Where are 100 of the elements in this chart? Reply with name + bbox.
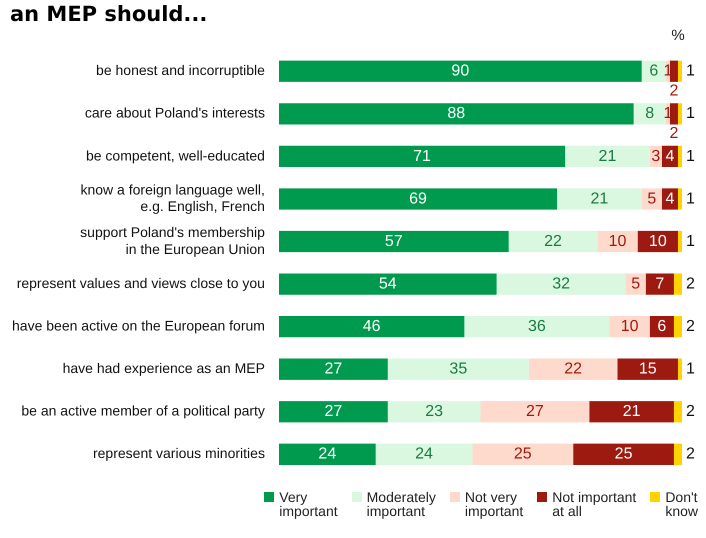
data-label: 1 bbox=[686, 62, 695, 80]
bar bbox=[678, 230, 682, 252]
legend-label: Moderately important bbox=[366, 489, 436, 519]
data-label: 3 bbox=[651, 148, 660, 165]
data-label: 57 bbox=[384, 232, 403, 250]
y-tick-label: know a foreign language well, e.g. English, French bbox=[80, 181, 265, 214]
bar bbox=[528, 358, 618, 380]
data-label: 36 bbox=[528, 318, 546, 336]
data-label: 88 bbox=[447, 105, 466, 122]
y-tick-label: be competent, well-educated bbox=[86, 147, 265, 164]
data-label: 2 bbox=[669, 82, 678, 100]
bar bbox=[278, 230, 509, 252]
bar bbox=[674, 444, 682, 465]
bar bbox=[278, 103, 634, 124]
bar bbox=[496, 273, 626, 295]
data-label: 1 bbox=[686, 190, 695, 208]
data-label: 24 bbox=[318, 446, 336, 463]
data-label: 21 bbox=[590, 190, 608, 208]
bar bbox=[508, 230, 598, 252]
bar bbox=[388, 401, 480, 422]
data-label: 6 bbox=[657, 318, 666, 336]
data-label: 8 bbox=[645, 105, 654, 122]
data-label: 5 bbox=[631, 275, 640, 292]
bar bbox=[278, 401, 388, 422]
data-label: 27 bbox=[526, 403, 544, 420]
bar bbox=[678, 60, 682, 82]
data-label: 2 bbox=[686, 318, 695, 336]
bar bbox=[557, 188, 642, 210]
y-tick-label: represent values and views close to you bbox=[16, 274, 265, 291]
data-label: 23 bbox=[425, 403, 444, 420]
data-label: 90 bbox=[451, 62, 470, 80]
data-label: 35 bbox=[449, 360, 468, 378]
data-label: 1 bbox=[686, 360, 695, 378]
bar bbox=[388, 358, 529, 380]
bar bbox=[278, 60, 642, 82]
bar bbox=[278, 358, 388, 380]
bar bbox=[670, 103, 678, 124]
data-label: 25 bbox=[614, 446, 633, 463]
bar bbox=[573, 444, 674, 465]
data-label: 1 bbox=[686, 232, 695, 250]
bar bbox=[678, 188, 682, 210]
y-tick-label: be an active member of a political party bbox=[21, 402, 265, 419]
data-label: 10 bbox=[608, 232, 627, 250]
bar bbox=[642, 60, 666, 82]
bar bbox=[464, 316, 610, 338]
bar bbox=[278, 273, 497, 295]
data-label: 1 bbox=[686, 148, 695, 165]
bar bbox=[674, 273, 682, 295]
data-label: 1 bbox=[686, 105, 695, 122]
bar bbox=[634, 103, 666, 124]
legend-label: Very important bbox=[279, 489, 338, 519]
legend-label: Don't know bbox=[665, 489, 698, 519]
data-label: 27 bbox=[324, 403, 342, 420]
data-label: 54 bbox=[378, 275, 397, 292]
data-label: 6 bbox=[649, 62, 658, 80]
y-tick-label: be honest and incorruptible bbox=[96, 62, 266, 78]
data-label: 2 bbox=[686, 403, 695, 420]
data-label: 21 bbox=[598, 148, 616, 165]
bar bbox=[646, 273, 674, 295]
data-label: 4 bbox=[665, 190, 674, 208]
bar bbox=[609, 316, 650, 338]
bar bbox=[678, 103, 682, 124]
bar bbox=[480, 401, 590, 422]
data-label: 15 bbox=[638, 360, 657, 378]
bar bbox=[674, 401, 682, 422]
legend-label: Not important at all bbox=[552, 489, 636, 519]
data-label: 27 bbox=[324, 360, 342, 378]
bar bbox=[618, 358, 678, 380]
bar bbox=[376, 444, 472, 465]
data-label: 2 bbox=[669, 124, 678, 142]
data-label: 5 bbox=[647, 190, 656, 208]
data-label: 22 bbox=[564, 360, 582, 378]
bar bbox=[278, 316, 464, 338]
data-label: 2 bbox=[686, 275, 695, 292]
data-label: 22 bbox=[544, 232, 562, 250]
bar bbox=[674, 316, 682, 338]
text: an MEP should... bbox=[10, 2, 208, 28]
data-label: 25 bbox=[514, 446, 532, 463]
y-tick-label: support Poland's membership in the European Union bbox=[80, 224, 266, 257]
text: % bbox=[671, 27, 685, 44]
legend-label: Not very important bbox=[464, 489, 524, 519]
bar bbox=[670, 60, 678, 82]
data-label: 24 bbox=[415, 446, 434, 463]
y-tick-label: represent various minorities bbox=[92, 445, 265, 462]
y-tick-label: have had experience as an MEP bbox=[62, 360, 265, 376]
data-label: 32 bbox=[552, 275, 570, 292]
data-label: 69 bbox=[409, 190, 427, 208]
y-tick-label: care about Poland's interests bbox=[84, 104, 265, 121]
data-label: 71 bbox=[413, 148, 432, 165]
bar bbox=[678, 358, 682, 380]
data-label: 10 bbox=[648, 232, 667, 250]
data-label: 46 bbox=[362, 318, 381, 336]
data-label: 10 bbox=[620, 318, 639, 336]
bar bbox=[589, 401, 674, 422]
bar bbox=[278, 188, 558, 210]
bar bbox=[678, 146, 682, 168]
data-label: 4 bbox=[665, 148, 674, 165]
bar bbox=[278, 444, 376, 465]
data-label: 2 bbox=[686, 446, 695, 463]
data-label: 21 bbox=[622, 403, 641, 420]
